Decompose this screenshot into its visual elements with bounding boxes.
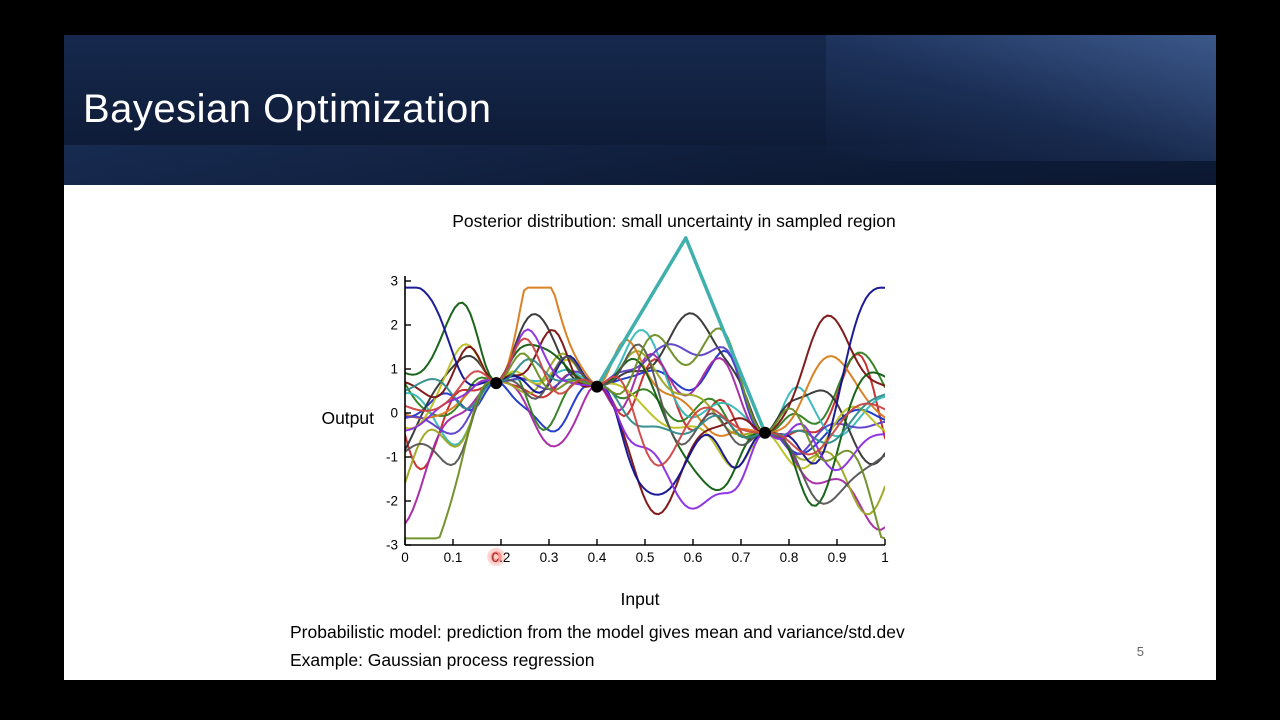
sample-path: [405, 351, 885, 439]
gp-posterior-samples-chart: 0 0.1 0.2 0.3 0.4 0.5 0.6 0.7 0.8 0.9 1 3 2 1 0 -1 -2 -3: [386, 236, 889, 566]
x-tick-label: 0.3: [540, 550, 559, 565]
y-tick-label: 1: [390, 362, 398, 377]
x-tick-label: 0: [401, 550, 409, 565]
y-tick-label: 3: [390, 274, 398, 289]
header-accent-panel: [826, 35, 1216, 161]
sample-path: [405, 337, 885, 467]
laser-pointer-dot: [487, 547, 506, 566]
sample-path: [405, 314, 885, 516]
x-tick-label: 0.1: [444, 550, 463, 565]
x-tick-label: 1: [881, 550, 889, 565]
footer-text-probabilistic-model: Probabilistic model: prediction from the…: [290, 622, 905, 642]
y-tick-label: -3: [386, 538, 398, 553]
chart-title: Posterior distribution: small uncertaint…: [452, 211, 896, 231]
sample-path: [405, 329, 885, 446]
x-tick-label: 0.9: [828, 550, 847, 565]
page-number: 5: [1136, 644, 1144, 659]
y-tick-label: -1: [386, 450, 398, 465]
observed-point: [591, 380, 603, 393]
observed-point: [490, 377, 503, 390]
header-accent-band: [64, 145, 1216, 185]
slide-title: Bayesian Optimization: [83, 87, 492, 131]
sample-paths: [405, 286, 885, 540]
x-tick-label: 0.8: [780, 550, 799, 565]
slide-header: Bayesian Optimization: [64, 35, 1216, 185]
slide: Bayesian Optimization Posterior distribu…: [64, 35, 1216, 680]
y-tick-label: -2: [386, 494, 398, 509]
x-tick-label: 0.2: [492, 550, 511, 565]
annotation-line: [684, 236, 767, 435]
x-tick-label: 0.7: [732, 550, 751, 565]
sample-path: [405, 301, 885, 507]
observed-point: [759, 426, 771, 439]
x-axis-label: Input: [620, 589, 660, 609]
x-tick-label: 0.6: [684, 550, 703, 565]
annotation-line: [595, 236, 688, 389]
x-tick-label: 0.5: [636, 550, 655, 565]
sample-path: [405, 327, 885, 540]
y-tick-label: 0: [390, 406, 398, 421]
footer-text-example: Example: Gaussian process regression: [290, 650, 595, 670]
slide-body: Posterior distribution: small uncertaint…: [64, 185, 1216, 680]
y-axis-label: Output: [321, 408, 374, 428]
x-tick-label: 0.4: [588, 550, 607, 565]
sample-path: [405, 286, 885, 496]
y-tick-label: 2: [390, 318, 398, 333]
